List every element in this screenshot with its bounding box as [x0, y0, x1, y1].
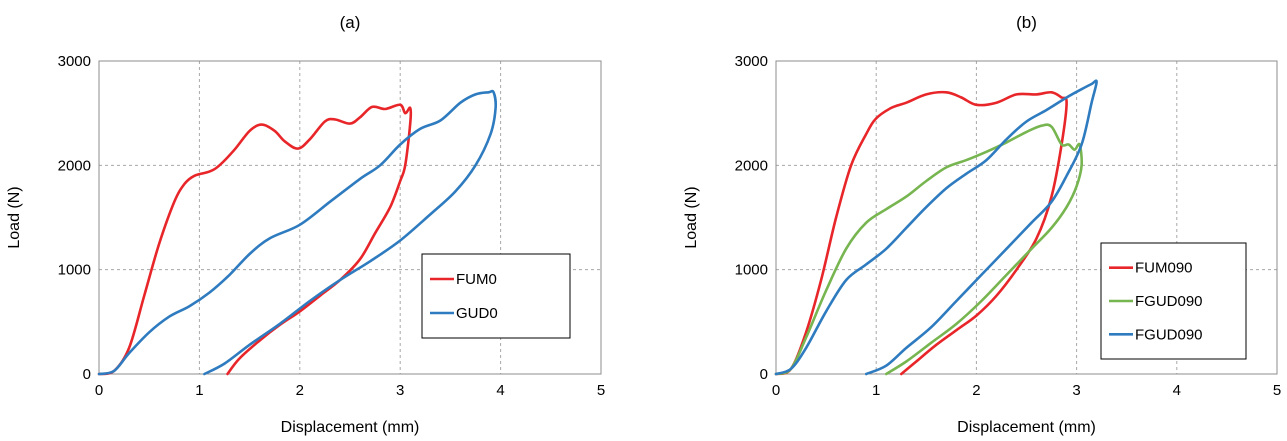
y-tick-label: 0 — [83, 366, 91, 383]
x-tick-label: 4 — [496, 382, 504, 399]
chart-panel-1: 0 1 2 3 4 5 0 1000 2000 3000 Displacement (mm) Load… — [683, 13, 1281, 436]
x-tick-label: 1 — [195, 382, 203, 399]
series-line-2 — [774, 79, 1098, 376]
y-tick-label: 0 — [760, 366, 768, 383]
legend-label-2: FGUD090 — [1135, 326, 1203, 343]
plot-area-frame — [98, 60, 602, 375]
y-tick-label: 2000 — [58, 157, 91, 174]
legend-label-1: GUD0 — [456, 305, 498, 322]
chart-panel-0: 0 1 2 3 4 5 0 1000 2000 3000 Displacement (mm) Load… — [6, 13, 605, 436]
x-axis-label: Displacement (mm) — [957, 419, 1096, 436]
panel-title: (a) — [340, 13, 361, 32]
x-tick-label: 3 — [396, 382, 404, 399]
y-tick-label: 3000 — [735, 53, 768, 70]
x-tick-label: 0 — [95, 382, 103, 399]
series-line-0 — [774, 90, 1068, 376]
y-tick-label: 1000 — [735, 262, 768, 279]
x-tick-label: 5 — [1273, 382, 1281, 399]
x-tick-label: 5 — [597, 382, 605, 399]
legend-label-1: FGUD090 — [1135, 293, 1203, 310]
x-tick-label: 4 — [1173, 382, 1181, 399]
series-line-0 — [97, 103, 413, 376]
y-axis-label: Load (N) — [6, 186, 23, 248]
x-tick-label: 3 — [1072, 382, 1080, 399]
x-axis-label: Displacement (mm) — [281, 419, 420, 436]
series-line-1 — [97, 89, 498, 376]
x-tick-label: 2 — [296, 382, 304, 399]
plot-area-frame — [775, 60, 1278, 375]
legend-label-0: FUM090 — [1135, 260, 1193, 277]
y-tick-label: 1000 — [58, 262, 91, 279]
y-tick-label: 3000 — [58, 53, 91, 70]
y-axis-label: Load (N) — [683, 186, 700, 248]
x-tick-label: 0 — [772, 382, 780, 399]
legend-label-0: FUM0 — [456, 271, 497, 288]
x-tick-label: 1 — [872, 382, 880, 399]
y-tick-label: 2000 — [735, 157, 768, 174]
series-line-1 — [774, 123, 1084, 376]
panel-title: (b) — [1016, 13, 1037, 32]
x-tick-label: 2 — [972, 382, 980, 399]
legend-box — [421, 253, 571, 339]
